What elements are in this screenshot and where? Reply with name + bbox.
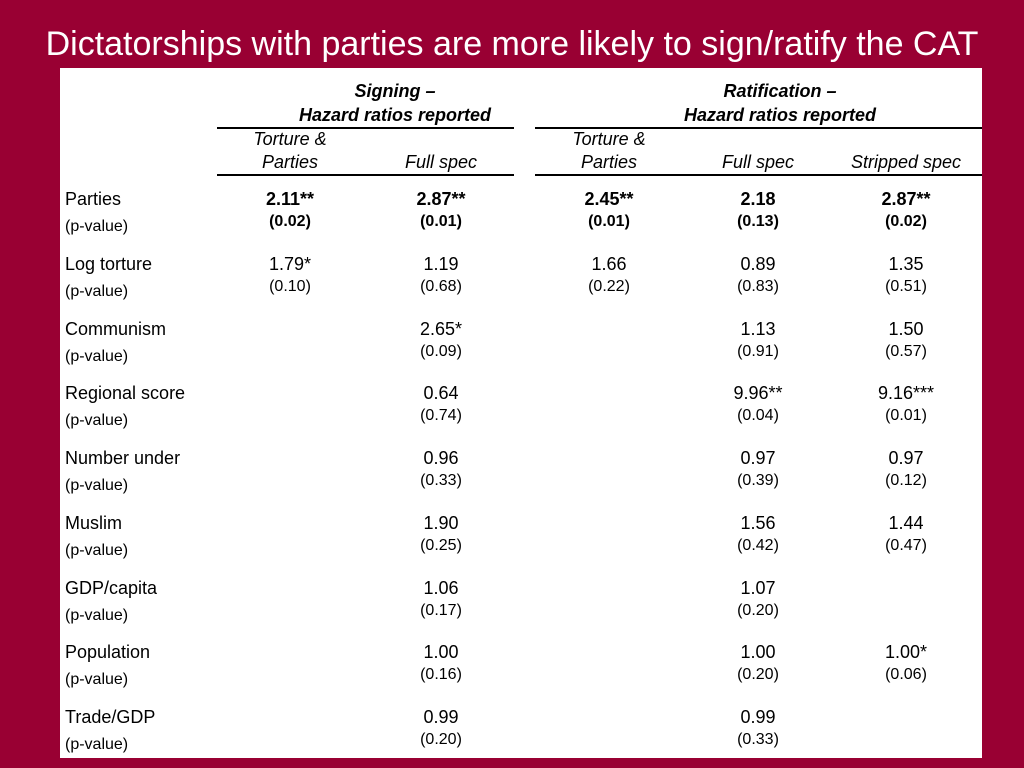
estimate-cell: 1.00* bbox=[884, 642, 928, 662]
p-value-cell: (0.68) bbox=[420, 278, 462, 295]
estimate-cell: 1.79* bbox=[268, 254, 312, 274]
p-value-cell: (0.22) bbox=[588, 278, 630, 295]
p-value-cell: (0.04) bbox=[737, 407, 779, 424]
p-value-cell: (0.47) bbox=[885, 537, 927, 554]
estimate-cell: 2.45** bbox=[584, 189, 634, 209]
signing-header-line1: Signing – bbox=[354, 81, 436, 101]
estimate-cell: 0.97 bbox=[740, 448, 776, 468]
row-label: Communism bbox=[65, 319, 167, 339]
p-value-cell: (0.13) bbox=[737, 213, 779, 230]
p-value-cell: (0.20) bbox=[737, 602, 779, 619]
estimate-cell: 2.11** bbox=[265, 189, 315, 209]
estimate-cell: 0.97 bbox=[888, 448, 924, 468]
row-label: Regional score bbox=[65, 383, 186, 403]
estimate-cell: 1.66 bbox=[591, 254, 627, 274]
row-label: Parties bbox=[65, 189, 122, 209]
p-value-cell: (0.33) bbox=[737, 731, 779, 748]
p-value-label: (p-value) bbox=[65, 671, 129, 688]
p-value-cell: (0.25) bbox=[420, 537, 462, 554]
estimate-cell: 2.65* bbox=[419, 319, 463, 339]
p-value-cell: (0.20) bbox=[420, 731, 462, 748]
p-value-cell: (0.02) bbox=[269, 213, 311, 230]
p-value-label: (p-value) bbox=[65, 412, 129, 429]
p-value-cell: (0.57) bbox=[885, 343, 927, 360]
column-header-4-line2: Full spec bbox=[721, 152, 795, 172]
column-header-2-line2: Full spec bbox=[404, 152, 478, 172]
estimate-cell: 9.96** bbox=[733, 383, 783, 403]
row-label: Log torture bbox=[65, 254, 153, 274]
p-value-label: (p-value) bbox=[65, 218, 129, 235]
p-value-cell: (0.09) bbox=[420, 343, 462, 360]
column-header-1-line1: Torture & bbox=[253, 129, 327, 149]
estimate-cell: 1.13 bbox=[740, 319, 776, 339]
p-value-cell: (0.02) bbox=[885, 213, 927, 230]
p-value-cell: (0.74) bbox=[420, 407, 462, 424]
estimate-cell: 1.90 bbox=[423, 513, 459, 533]
p-value-label: (p-value) bbox=[65, 283, 129, 300]
estimate-cell: 1.00 bbox=[740, 642, 776, 662]
row-label: Number under bbox=[65, 448, 181, 468]
signing-column-rule bbox=[217, 174, 514, 176]
p-value-cell: (0.01) bbox=[588, 213, 630, 230]
estimate-cell: 2.87** bbox=[416, 189, 466, 209]
p-value-cell: (0.33) bbox=[420, 472, 462, 489]
ratification-header-line1: Ratification – bbox=[723, 81, 837, 101]
p-value-cell: (0.20) bbox=[737, 666, 779, 683]
p-value-cell: (0.01) bbox=[420, 213, 462, 230]
row-label: GDP/capita bbox=[65, 578, 158, 598]
p-value-cell: (0.01) bbox=[885, 407, 927, 424]
row-label: Muslim bbox=[65, 513, 122, 533]
estimate-cell: 1.44 bbox=[888, 513, 924, 533]
p-value-cell: (0.12) bbox=[885, 472, 927, 489]
estimate-cell: 0.96 bbox=[423, 448, 459, 468]
p-value-cell: (0.17) bbox=[420, 602, 462, 619]
estimate-cell: 0.99 bbox=[740, 707, 776, 727]
ratification-header-line2: Hazard ratios reported bbox=[683, 105, 877, 125]
column-header-3-line2: Parties bbox=[580, 152, 638, 172]
estimate-cell: 0.64 bbox=[423, 383, 459, 403]
p-value-cell: (0.10) bbox=[269, 278, 311, 295]
signing-header-rule bbox=[217, 127, 514, 129]
estimate-cell: 1.00 bbox=[423, 642, 459, 662]
p-value-label: (p-value) bbox=[65, 542, 129, 559]
estimate-cell: 0.99 bbox=[423, 707, 459, 727]
row-label: Population bbox=[65, 642, 151, 662]
estimate-cell: 1.50 bbox=[888, 319, 924, 339]
p-value-cell: (0.39) bbox=[737, 472, 779, 489]
estimate-cell: 1.06 bbox=[423, 578, 459, 598]
p-value-cell: (0.16) bbox=[420, 666, 462, 683]
regression-table: Signing – Hazard ratios reported Ratific… bbox=[60, 68, 982, 758]
estimate-cell: 2.87** bbox=[881, 189, 931, 209]
estimate-cell: 0.89 bbox=[740, 254, 776, 274]
estimate-cell: 1.35 bbox=[888, 254, 924, 274]
p-value-cell: (0.91) bbox=[737, 343, 779, 360]
estimate-cell: 1.19 bbox=[423, 254, 459, 274]
row-label: Trade/GDP bbox=[65, 707, 156, 727]
ratification-header-rule bbox=[535, 127, 982, 129]
column-header-5-line2: Stripped spec bbox=[850, 152, 962, 172]
ratification-column-rule bbox=[535, 174, 982, 176]
estimate-cell: 1.56 bbox=[740, 513, 776, 533]
estimate-cell: 1.07 bbox=[740, 578, 776, 598]
p-value-label: (p-value) bbox=[65, 477, 129, 494]
p-value-label: (p-value) bbox=[65, 736, 129, 753]
p-value-label: (p-value) bbox=[65, 607, 129, 624]
p-value-cell: (0.83) bbox=[737, 278, 779, 295]
estimate-cell: 2.18 bbox=[740, 189, 776, 209]
column-header-1-line2: Parties bbox=[261, 152, 319, 172]
p-value-cell: (0.51) bbox=[885, 278, 927, 295]
slide-title: Dictatorships with parties are more like… bbox=[45, 25, 979, 63]
estimate-cell: 9.16*** bbox=[877, 383, 935, 403]
column-header-3-line1: Torture & bbox=[572, 129, 646, 149]
p-value-cell: (0.06) bbox=[885, 666, 927, 683]
p-value-cell: (0.42) bbox=[737, 537, 779, 554]
signing-header-line2: Hazard ratios reported bbox=[298, 105, 492, 125]
p-value-label: (p-value) bbox=[65, 348, 129, 365]
